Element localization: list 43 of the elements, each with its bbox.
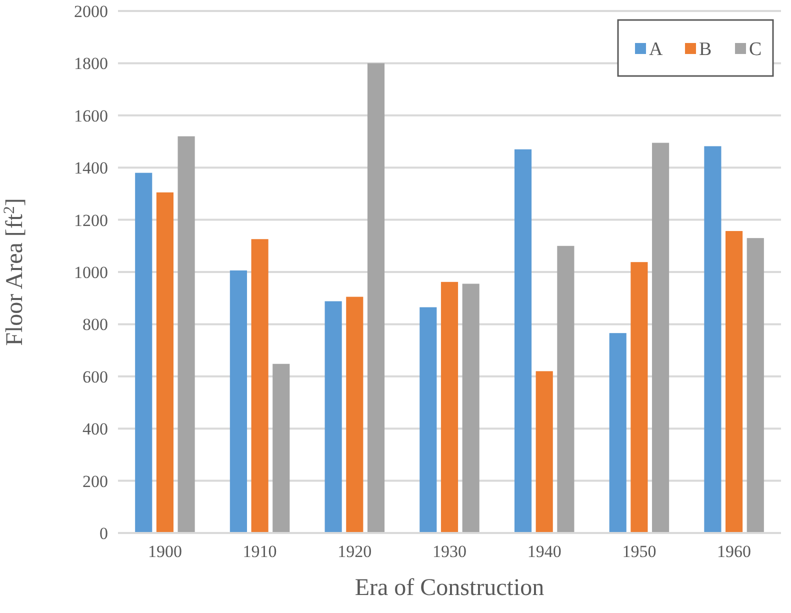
- y-tick-label: 400: [82, 420, 108, 439]
- bar: [251, 239, 268, 533]
- bar: [726, 231, 743, 533]
- legend-label: B: [699, 39, 712, 60]
- y-tick-label: 1400: [74, 158, 108, 178]
- bar: [462, 284, 480, 533]
- x-tick-label: 1940: [527, 542, 562, 561]
- bar: [272, 364, 290, 533]
- y-tick-label: 800: [82, 315, 108, 334]
- x-tick-label: 1930: [432, 542, 466, 561]
- bar: [135, 172, 152, 533]
- y-tick-label: 2000: [74, 2, 108, 21]
- x-tick-label: 1910: [242, 542, 277, 561]
- bar: [746, 238, 764, 533]
- bar: [420, 307, 437, 533]
- y-tick-label: 0: [100, 524, 108, 543]
- y-tick-label: 1600: [74, 106, 108, 126]
- bar: [557, 246, 574, 533]
- x-tick-label: 1920: [338, 542, 372, 561]
- y-tick-label: 200: [82, 472, 108, 491]
- x-axis-title: Era of Construction: [354, 575, 544, 601]
- bar: [230, 270, 247, 533]
- legend-label: C: [749, 39, 762, 60]
- bar: [367, 63, 385, 533]
- bar: [178, 136, 195, 533]
- bar: [440, 282, 458, 533]
- x-tick-label: 1900: [148, 542, 182, 561]
- bar: [630, 262, 648, 533]
- bar: [156, 192, 174, 533]
- y-tick-label: 1000: [74, 262, 108, 282]
- y-tick-label: 1200: [74, 210, 108, 230]
- x-tick-label: 1950: [622, 542, 656, 561]
- bar: [346, 296, 364, 533]
- bar: [514, 149, 532, 533]
- legend-label: A: [649, 39, 663, 60]
- x-tick-label: 1960: [717, 542, 752, 561]
- bar: [536, 371, 553, 533]
- bar: [609, 333, 626, 533]
- bar: [704, 146, 722, 533]
- y-tick-label: 1800: [74, 54, 108, 74]
- y-tick-label: 600: [82, 367, 108, 386]
- bar: [652, 142, 670, 533]
- bar: [324, 301, 342, 533]
